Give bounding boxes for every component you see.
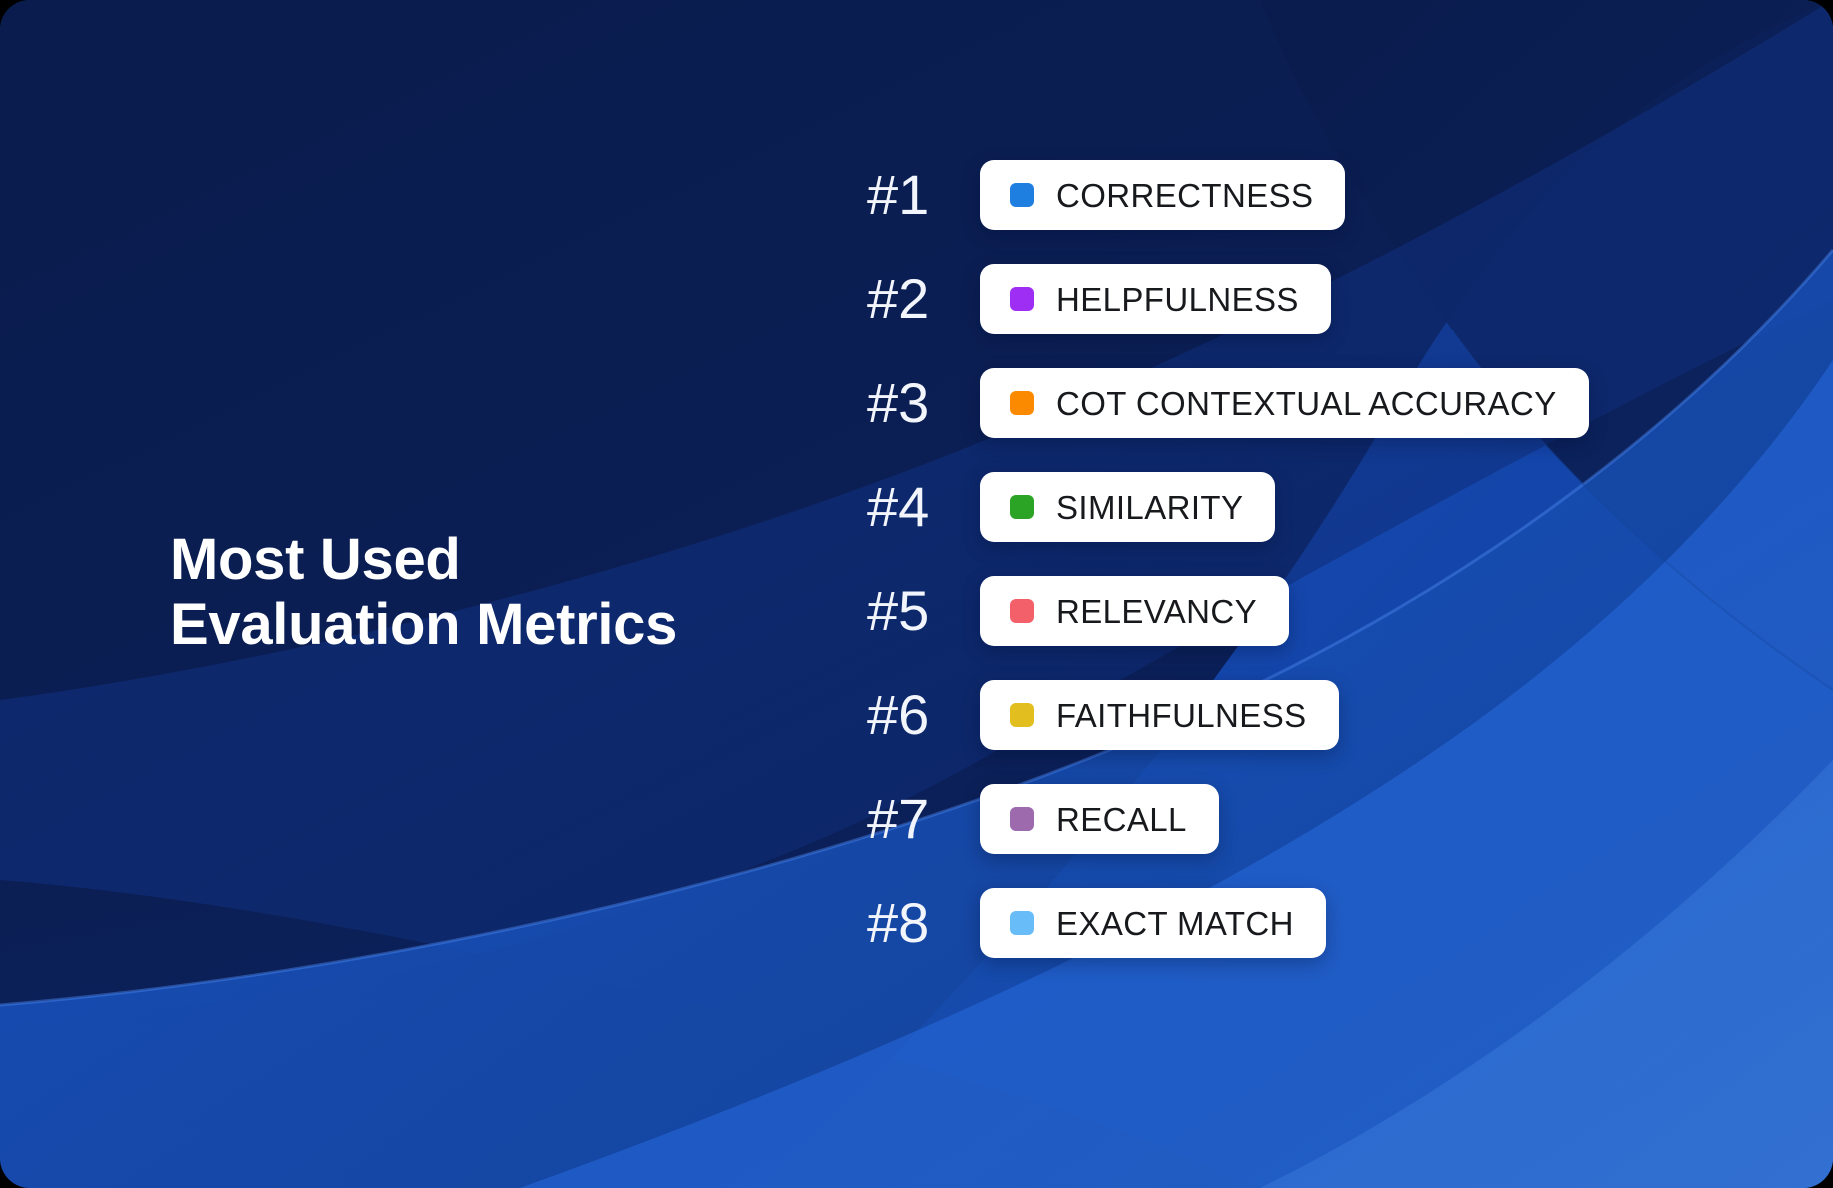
metric-label: SIMILARITY (1056, 488, 1244, 526)
title-line-2: Evaluation Metrics (170, 591, 678, 657)
rank-number: #3 (867, 371, 930, 434)
metric-label: FAITHFULNESS (1056, 696, 1307, 734)
list-item: #5 RELEVANCY (862, 576, 1722, 646)
rank-number: #2 (867, 267, 930, 330)
list-item: #4 SIMILARITY (862, 472, 1722, 542)
metric-pill-cot-contextual-accuracy[interactable]: COT CONTEXTUAL ACCURACY (980, 368, 1589, 438)
page-title: Most Used Evaluation Metrics (170, 527, 810, 658)
metric-pill-exact-match[interactable]: EXACT MATCH (980, 888, 1326, 958)
color-swatch-icon (1010, 703, 1034, 727)
color-swatch-icon (1010, 183, 1034, 207)
metric-pill-faithfulness[interactable]: FAITHFULNESS (980, 680, 1339, 750)
title-line-1: Most Used (170, 527, 461, 592)
metric-pill-similarity[interactable]: SIMILARITY (980, 472, 1276, 542)
rank-number: #1 (867, 163, 930, 226)
metric-label: RECALL (1056, 800, 1187, 838)
metric-label: EXACT MATCH (1056, 904, 1294, 942)
list-item: #7 RECALL (862, 784, 1722, 854)
list-item: #3 COT CONTEXTUAL ACCURACY (862, 368, 1722, 438)
metric-pill-helpfulness[interactable]: HELPFULNESS (980, 264, 1331, 334)
list-item: #2 HELPFULNESS (862, 264, 1722, 334)
color-swatch-icon (1010, 391, 1034, 415)
rank-number: #4 (867, 475, 930, 538)
metric-label: COT CONTEXTUAL ACCURACY (1056, 384, 1557, 422)
rank-number: #5 (867, 579, 930, 642)
metric-label: CORRECTNESS (1056, 176, 1314, 214)
color-swatch-icon (1010, 911, 1034, 935)
rank-number: #7 (867, 787, 930, 850)
color-swatch-icon (1010, 807, 1034, 831)
list-item: #6 FAITHFULNESS (862, 680, 1722, 750)
list-item: #8 EXACT MATCH (862, 888, 1722, 958)
color-swatch-icon (1010, 287, 1034, 311)
rank-number: #6 (867, 683, 930, 746)
metric-pill-correctness[interactable]: CORRECTNESS (980, 160, 1346, 230)
metric-label: HELPFULNESS (1056, 280, 1299, 318)
color-swatch-icon (1010, 599, 1034, 623)
color-swatch-icon (1010, 495, 1034, 519)
metric-pill-relevancy[interactable]: RELEVANCY (980, 576, 1290, 646)
list-item: #1 CORRECTNESS (862, 160, 1722, 230)
rank-number: #8 (867, 891, 930, 954)
metric-label: RELEVANCY (1056, 592, 1258, 630)
metrics-ranking-list: #1 CORRECTNESS #2 HELPFULNESS #3 COT CON… (862, 160, 1722, 958)
metric-pill-recall[interactable]: RECALL (980, 784, 1219, 854)
